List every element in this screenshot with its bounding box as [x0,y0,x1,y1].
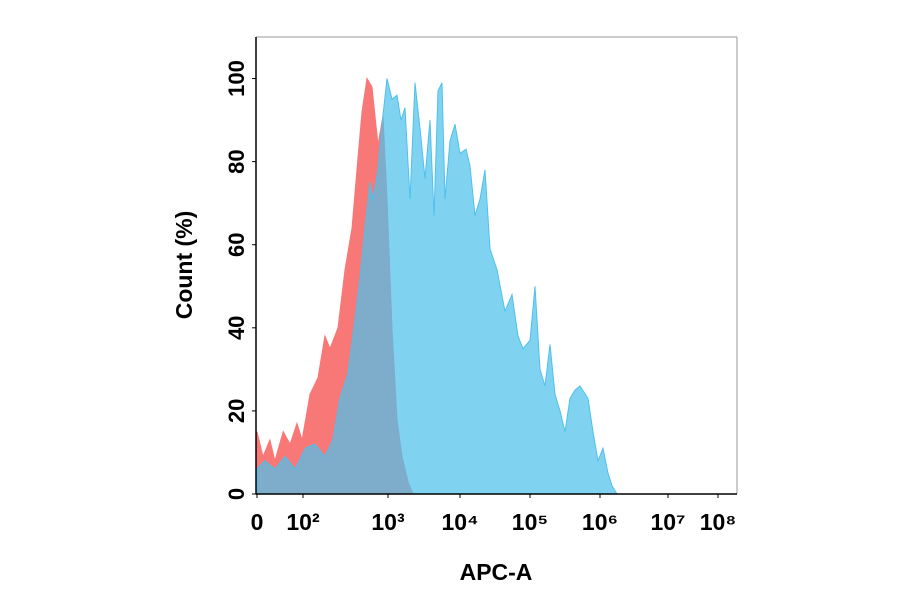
x-tick-label: 10³ [371,509,405,535]
x-tick-label: 10² [286,509,320,535]
y-tick-label: 80 [224,149,249,173]
x-tick-label: 10⁴ [442,509,479,535]
y-tick-label: 60 [224,232,249,256]
y-tick-label: 0 [224,488,249,500]
y-tick-label: 20 [224,399,249,423]
y-axis-title: Count (%) [171,211,197,320]
x-tick-label: 10⁷ [650,509,685,535]
y-tick-label: 100 [224,60,249,97]
histogram-area [256,78,618,495]
x-tick-label: 10⁸ [700,509,736,535]
x-tick-label: 0 [251,509,264,535]
x-axis-title: APC-A [460,559,533,585]
x-tick-label: 10⁵ [512,509,548,535]
x-tick-label: 10⁶ [582,509,618,535]
y-tick-label: 40 [224,316,249,340]
